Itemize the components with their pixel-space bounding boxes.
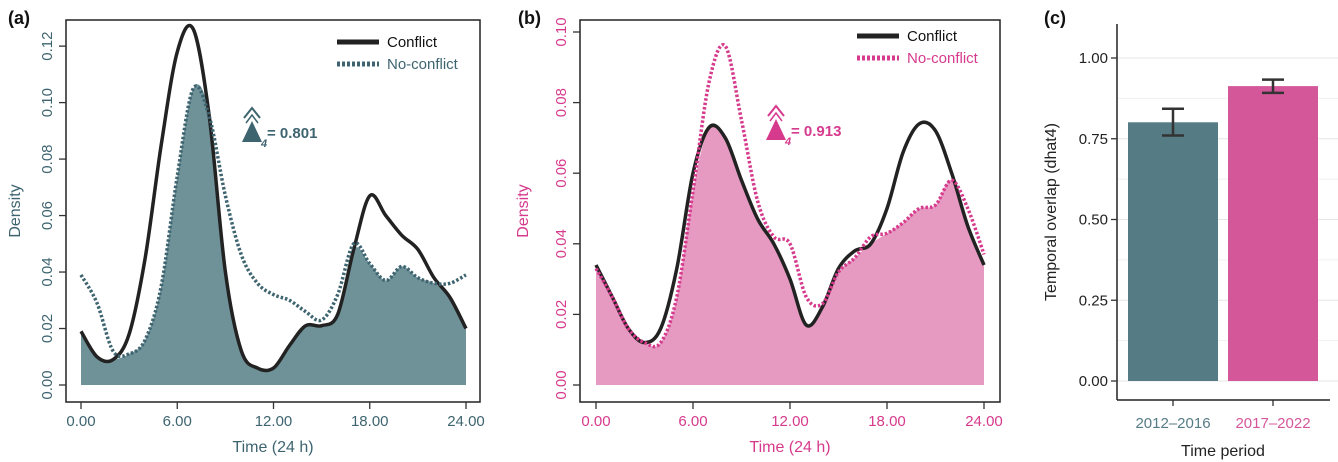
y-tick-label: 0.10 (553, 17, 570, 46)
x-tick-label: 2017–2022 (1235, 415, 1310, 432)
panel-c: 2012–2016 2017–2022 0.00 0.25 0.50 0.75 1.00 Ti… (1043, 8, 1338, 460)
series-line-no-conflict (79, 84, 467, 359)
x-tick-label: 18.00 (351, 413, 389, 430)
panel-label: (a) (8, 8, 30, 28)
x-axis-label: Time (24 h) (232, 439, 313, 456)
y-tick-label: 0.50 (1079, 212, 1108, 229)
y-tick-label: 0.08 (39, 144, 56, 173)
legend: Conflict No-conflict (857, 28, 979, 67)
hat-icon (767, 104, 785, 117)
overlap-annotation: 4= 0.913 (766, 104, 841, 148)
overlap-annotation: 4= 0.801 (242, 106, 317, 150)
overlap-subscript: 4 (260, 138, 267, 150)
panel-label: (b) (518, 8, 541, 28)
x-tick-label: 6.00 (163, 413, 192, 430)
series-line-no-conflict (594, 43, 986, 349)
hat-icon-inner (245, 113, 259, 124)
legend: Conflict No-conflict (337, 34, 459, 73)
panel-a: 0.00 6.00 12.00 18.00 24.00 0.00 0.02 0.04 0.06 0… (7, 8, 485, 456)
delta-icon (766, 119, 786, 140)
legend-label-conflict: Conflict (907, 28, 958, 45)
y-tick-label: 0.04 (553, 229, 570, 258)
x-tick-label: 18.00 (868, 413, 906, 430)
y-tick-label: 0.08 (553, 88, 570, 117)
x-axis-label: Time period (1181, 443, 1265, 460)
y-axis-label: Density (7, 184, 24, 237)
y-tick-label: 0.00 (39, 370, 56, 399)
x-tick-label: 0.00 (66, 413, 95, 430)
legend-label-no-conflict: No-conflict (907, 50, 979, 67)
y-axis-label: Temporal overlap (dhat4) (1043, 123, 1060, 301)
x-tick-label: 24.00 (965, 413, 1003, 430)
legend-label-conflict: Conflict (387, 34, 438, 51)
y-tick-label: 0.00 (553, 370, 570, 399)
y-axis-label: Density (515, 184, 532, 237)
panel-label: (c) (1044, 8, 1066, 28)
bar (1228, 86, 1318, 381)
x-tick-label: 12.00 (771, 413, 809, 430)
y-tick-label: 0.02 (553, 300, 570, 329)
x-tick-label: 12.00 (255, 413, 293, 430)
overlap-area (596, 123, 984, 385)
y-tick-label: 0.75 (1079, 131, 1108, 148)
x-tick-label: 2012–2016 (1135, 415, 1210, 432)
x-tick-label: 6.00 (678, 413, 707, 430)
error-bar (1162, 107, 1184, 137)
series-line-conflict (79, 23, 468, 373)
y-tick-label: 0.02 (39, 314, 56, 343)
y-tick-label: 0.06 (39, 201, 56, 230)
y-tick-label: 0.10 (39, 88, 56, 117)
overlap-value: = 0.913 (791, 123, 841, 140)
x-axis-label: Time (24 h) (749, 439, 830, 456)
y-tick-label: 0.06 (553, 159, 570, 188)
y-tick-label: 0.12 (39, 32, 56, 61)
overlap-subscript: 4 (784, 136, 791, 148)
y-tick-label: 0.04 (39, 257, 56, 286)
hat-icon-inner (769, 111, 783, 122)
error-bar (1262, 78, 1284, 95)
x-tick-label: 24.00 (447, 413, 485, 430)
y-tick-label: 1.00 (1079, 50, 1108, 67)
y-tick-label: 0.25 (1079, 292, 1108, 309)
y-tick-label: 0.00 (1079, 373, 1108, 390)
bar (1128, 122, 1218, 381)
legend-label-no-conflict: No-conflict (387, 56, 459, 73)
hat-icon (243, 106, 261, 119)
overlap-area (81, 84, 466, 386)
delta-icon (242, 121, 262, 142)
panel-b: 0.00 6.00 12.00 18.00 24.00 0.00 0.02 0.04 0.06 0… (515, 8, 1003, 456)
overlap-value: = 0.801 (267, 125, 317, 142)
series-line-conflict (594, 120, 986, 345)
x-tick-label: 0.00 (581, 413, 610, 430)
